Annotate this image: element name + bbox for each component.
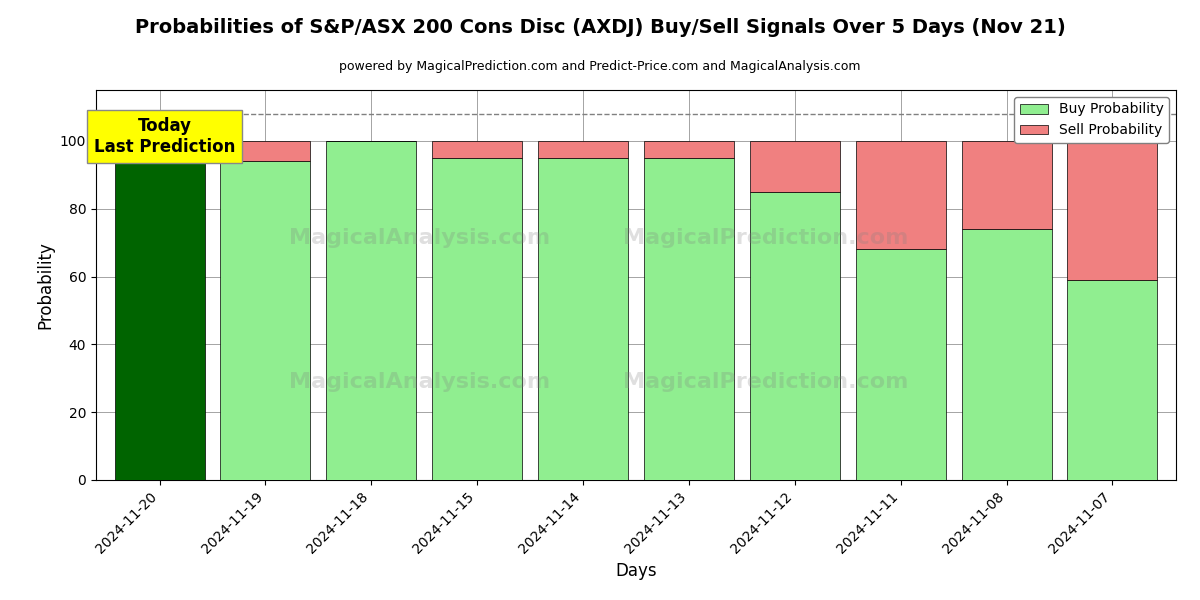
Bar bbox=[961, 229, 1051, 480]
Bar bbox=[644, 141, 734, 158]
Text: Today
Last Prediction: Today Last Prediction bbox=[94, 117, 235, 156]
Text: MagicalPrediction.com: MagicalPrediction.com bbox=[623, 373, 908, 392]
Bar bbox=[644, 158, 734, 480]
Bar bbox=[1068, 280, 1158, 480]
Text: MagicalAnalysis.com: MagicalAnalysis.com bbox=[289, 373, 551, 392]
Text: Probabilities of S&P/ASX 200 Cons Disc (AXDJ) Buy/Sell Signals Over 5 Days (Nov : Probabilities of S&P/ASX 200 Cons Disc (… bbox=[134, 18, 1066, 37]
Bar bbox=[114, 141, 204, 158]
Bar bbox=[538, 158, 628, 480]
Bar bbox=[1068, 141, 1158, 280]
Text: powered by MagicalPrediction.com and Predict-Price.com and MagicalAnalysis.com: powered by MagicalPrediction.com and Pre… bbox=[340, 60, 860, 73]
Bar bbox=[538, 141, 628, 158]
Bar bbox=[961, 141, 1051, 229]
Bar bbox=[221, 141, 311, 161]
X-axis label: Days: Days bbox=[616, 562, 656, 580]
Legend: Buy Probability, Sell Probability: Buy Probability, Sell Probability bbox=[1014, 97, 1169, 143]
Bar bbox=[114, 158, 204, 480]
Text: MagicalAnalysis.com: MagicalAnalysis.com bbox=[289, 228, 551, 248]
Bar bbox=[221, 161, 311, 480]
Bar bbox=[432, 158, 522, 480]
Bar bbox=[326, 141, 416, 480]
Bar bbox=[856, 141, 946, 250]
Bar bbox=[432, 141, 522, 158]
Y-axis label: Probability: Probability bbox=[36, 241, 54, 329]
Bar bbox=[856, 250, 946, 480]
Bar bbox=[750, 192, 840, 480]
Bar bbox=[750, 141, 840, 192]
Text: MagicalPrediction.com: MagicalPrediction.com bbox=[623, 228, 908, 248]
